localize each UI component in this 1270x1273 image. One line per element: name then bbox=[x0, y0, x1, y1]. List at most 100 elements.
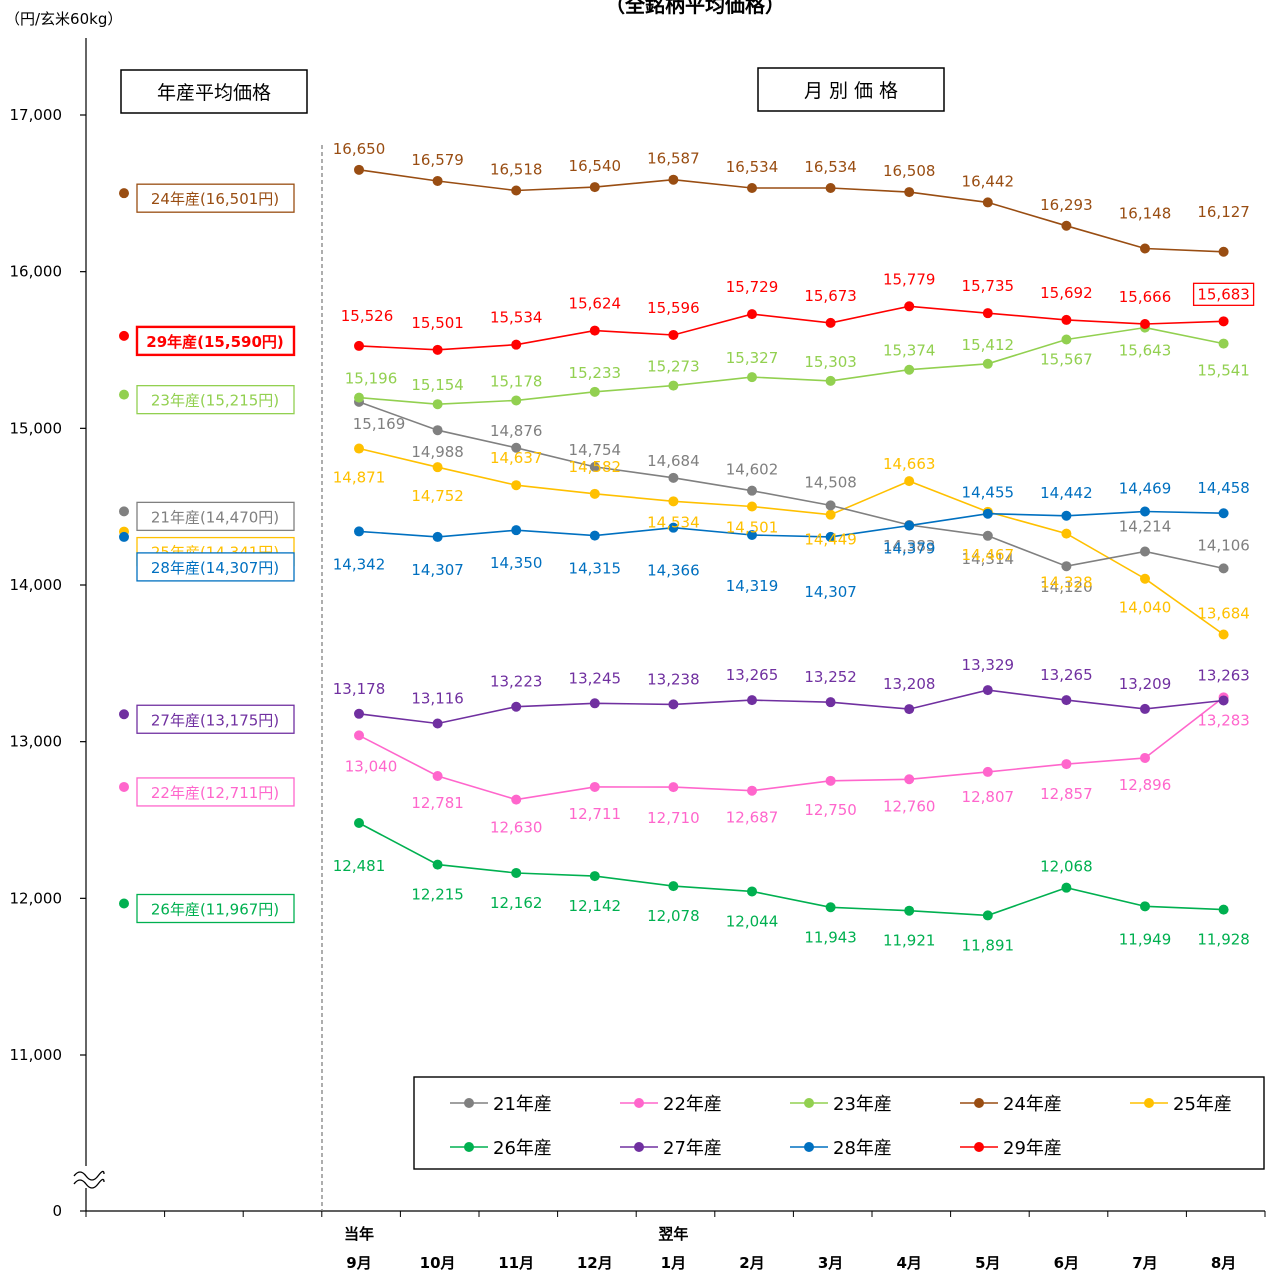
data-label: 14,315 bbox=[569, 560, 622, 578]
data-point bbox=[1061, 334, 1072, 345]
data-label: 16,650 bbox=[333, 140, 386, 158]
annual-21年産: 21年産(14,470円) bbox=[119, 501, 295, 532]
series-line bbox=[358, 326, 1224, 406]
data-point bbox=[354, 392, 364, 403]
data-label: 16,534 bbox=[804, 158, 857, 176]
data-label: 15,541 bbox=[1197, 362, 1250, 380]
data-point bbox=[982, 358, 993, 369]
data-label: 12,711 bbox=[569, 805, 622, 823]
data-point bbox=[589, 781, 600, 792]
data-label: 15,273 bbox=[647, 358, 700, 376]
unit-label: （円/玄米60kg） bbox=[5, 10, 122, 28]
data-point bbox=[904, 476, 915, 487]
legend-box bbox=[413, 1076, 1265, 1170]
data-point bbox=[589, 386, 600, 397]
data-point bbox=[825, 183, 836, 194]
data-label: 15,526 bbox=[341, 307, 394, 325]
data-label: 12,078 bbox=[647, 907, 700, 925]
labels-23年産: 15,196 15,154 15,178 15,233 15,273 15,327 15,3… bbox=[345, 336, 1250, 394]
data-label: 14,752 bbox=[411, 487, 464, 505]
legend-item-22年産: 22年産 bbox=[620, 1094, 722, 1115]
annual-marker bbox=[119, 781, 129, 792]
data-label: 14,449 bbox=[804, 531, 857, 549]
data-point bbox=[904, 520, 915, 531]
data-point bbox=[354, 730, 364, 741]
legend-marker bbox=[804, 1098, 814, 1108]
labels-28年産: 14,342 14,307 14,350 14,315 14,366 14,319 14,3… bbox=[333, 479, 1250, 601]
data-label: 15,567 bbox=[1040, 351, 1093, 369]
x-tick-label: 8月 bbox=[1211, 1254, 1236, 1272]
annual-marker bbox=[119, 188, 129, 199]
data-label: 14,307 bbox=[411, 561, 464, 579]
annual-22年産: 22年産(12,711円) bbox=[119, 777, 295, 807]
data-point bbox=[904, 187, 915, 198]
data-point bbox=[589, 488, 600, 499]
data-label: 12,710 bbox=[647, 809, 700, 827]
data-label: 15,666 bbox=[1119, 288, 1172, 306]
annual-label: 27年産(13,175円) bbox=[151, 711, 279, 729]
data-point bbox=[1218, 508, 1229, 519]
data-label: 13,684 bbox=[1197, 605, 1250, 623]
annual-label-box bbox=[136, 501, 295, 532]
legend-label: 21年産 bbox=[493, 1094, 552, 1115]
data-point bbox=[354, 340, 364, 351]
data-label: 14,307 bbox=[804, 583, 857, 601]
data-point bbox=[825, 500, 836, 511]
data-point bbox=[354, 817, 364, 828]
data-point bbox=[511, 525, 522, 536]
data-label: 14,637 bbox=[490, 449, 543, 467]
annual-label: 22年産(12,711円) bbox=[151, 784, 279, 802]
series-25年産 bbox=[354, 443, 1229, 640]
data-label: 11,921 bbox=[883, 932, 936, 950]
x-tick-label: 10月 bbox=[420, 1254, 456, 1272]
data-label: 15,501 bbox=[411, 314, 464, 332]
data-label: 12,162 bbox=[490, 894, 543, 912]
data-point bbox=[747, 785, 757, 796]
data-point bbox=[747, 309, 757, 320]
data-point bbox=[511, 395, 522, 406]
legend-item-24年産: 24年産 bbox=[960, 1094, 1062, 1115]
data-point bbox=[432, 859, 443, 870]
data-point bbox=[354, 708, 364, 719]
data-point bbox=[511, 442, 522, 453]
legend-label: 22年産 bbox=[663, 1094, 722, 1115]
data-label: 12,687 bbox=[726, 809, 779, 827]
data-point bbox=[1140, 901, 1150, 912]
data-point bbox=[1061, 882, 1072, 893]
data-point bbox=[1218, 904, 1229, 915]
data-label: 16,540 bbox=[569, 157, 622, 175]
data-point bbox=[747, 372, 757, 383]
data-point bbox=[747, 530, 757, 541]
legend-label: 23年産 bbox=[833, 1094, 892, 1115]
annual-label-box bbox=[136, 777, 295, 807]
series-27年産 bbox=[354, 685, 1229, 729]
data-point bbox=[825, 902, 836, 913]
legend-item-23年産: 23年産 bbox=[790, 1094, 892, 1115]
series-line bbox=[358, 510, 1224, 538]
annual-label: 24年産(16,501円) bbox=[151, 190, 279, 208]
data-label: 11,943 bbox=[804, 928, 857, 946]
data-point bbox=[1218, 316, 1229, 327]
legend-marker bbox=[634, 1142, 644, 1152]
data-label: 14,379 bbox=[883, 540, 936, 558]
data-point bbox=[982, 685, 993, 696]
data-point bbox=[982, 530, 993, 541]
data-point bbox=[511, 480, 522, 491]
data-label: 13,209 bbox=[1119, 675, 1172, 693]
data-point bbox=[432, 770, 443, 781]
data-label: 15,178 bbox=[490, 372, 543, 390]
data-label: 12,760 bbox=[883, 797, 936, 815]
data-label: 14,342 bbox=[333, 555, 386, 573]
data-point bbox=[668, 380, 679, 391]
data-label: 14,508 bbox=[804, 473, 857, 491]
legend-marker bbox=[634, 1098, 644, 1108]
series-29年産 bbox=[354, 301, 1229, 355]
legend-label: 29年産 bbox=[1003, 1138, 1062, 1159]
data-label: 15,692 bbox=[1040, 284, 1093, 302]
data-label: 13,245 bbox=[569, 669, 622, 687]
y-tick-label: 14,000 bbox=[10, 576, 63, 594]
data-point bbox=[432, 718, 443, 729]
data-point bbox=[1061, 510, 1072, 521]
data-point bbox=[1218, 563, 1229, 574]
data-point bbox=[668, 174, 679, 185]
